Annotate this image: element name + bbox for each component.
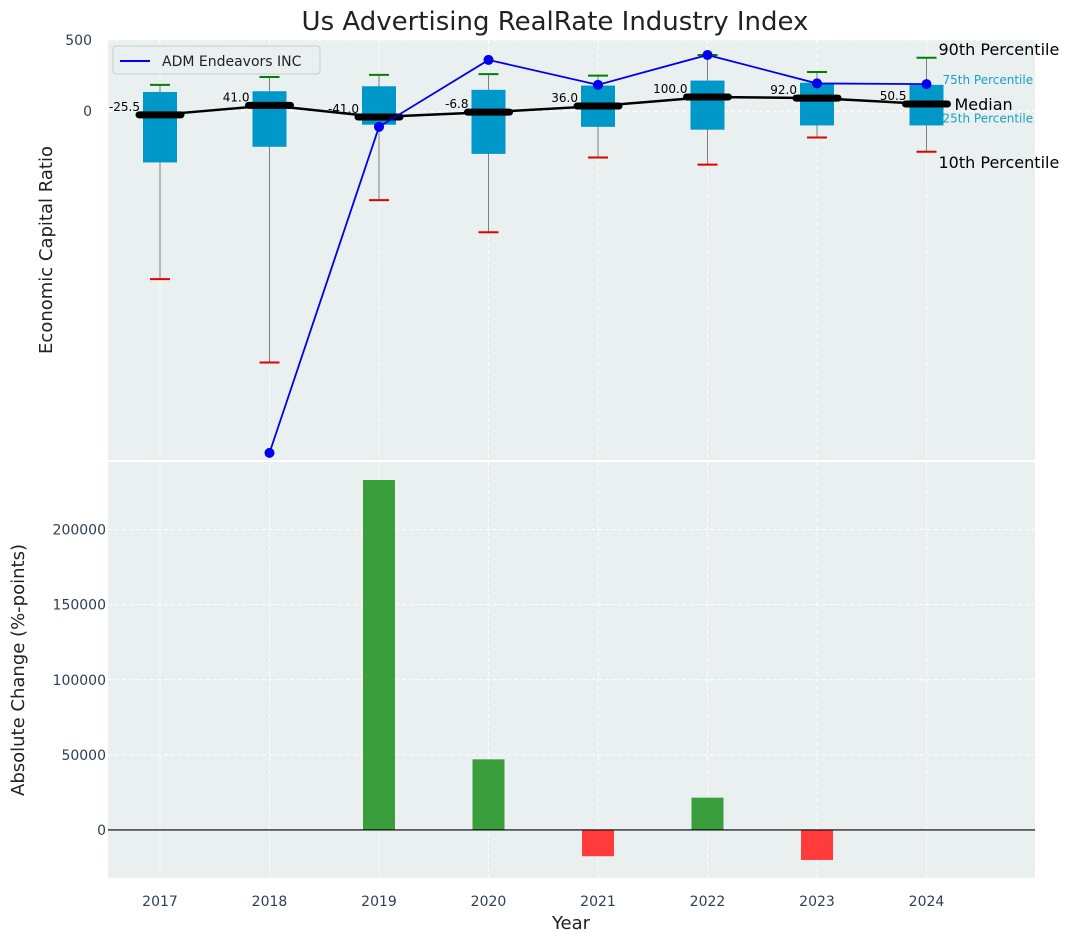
- top-y-tick-label: 500: [65, 33, 92, 49]
- bottom-bars: [108, 480, 1035, 860]
- median-value-label: 100.0: [653, 82, 687, 96]
- chart-title: Us Advertising RealRate Industry Index: [302, 7, 809, 37]
- median-value-label: 50.5: [880, 89, 907, 103]
- annotation-p25: 25th Percentile: [943, 111, 1034, 125]
- change-bar: [363, 480, 395, 830]
- change-bar: [472, 759, 505, 830]
- top-marks: -25.5 41.0 -41.0 -6.8 36.0 100.0 92.0 50.5: [109, 49, 951, 458]
- x-tick-label: 2024: [909, 894, 945, 910]
- x-tick-label: 2017: [142, 894, 178, 910]
- median-value-label: -25.5: [109, 100, 140, 114]
- bottom-y-tick-label: 0: [97, 823, 106, 839]
- company-point: [812, 78, 822, 89]
- iqr-box: [800, 82, 834, 126]
- change-bar: [801, 829, 833, 860]
- x-tick-label: 2022: [690, 894, 726, 910]
- iqr-box: [143, 91, 177, 163]
- bottom-y-tick-label: 50000: [61, 748, 106, 764]
- company-point: [921, 79, 932, 90]
- bottom-y-axis-label: Absolute Change (%-points): [8, 544, 29, 796]
- iqr-box: [690, 80, 725, 130]
- x-tick-label: 2023: [799, 894, 835, 910]
- company-point: [483, 54, 494, 65]
- bottom-y-tick-label: 150000: [53, 598, 106, 614]
- bottom-y-ticks: 200000 150000 100000 50000 0: [53, 523, 106, 839]
- top-y-ticks: 500 0: [65, 33, 92, 120]
- company-point: [374, 121, 384, 132]
- bottom-panel-background: [108, 462, 1035, 878]
- x-tick-label: 2020: [471, 894, 507, 910]
- percentile-annotations: 90th Percentile 75th Percentile Median25th…: [939, 40, 1060, 172]
- company-point: [593, 79, 603, 90]
- company-point: [264, 447, 275, 458]
- annotation-p75: 75th Percentile: [943, 73, 1034, 87]
- bottom-y-tick-label: 100000: [53, 673, 106, 689]
- x-tick-label: 2018: [252, 894, 288, 910]
- median-value-label: 36.0: [551, 91, 578, 105]
- change-bar: [582, 829, 614, 857]
- x-tick-label: 2019: [361, 894, 397, 910]
- legend-label-company: ADM Endeavors INC: [162, 54, 302, 70]
- x-tick-label: 2021: [580, 894, 616, 910]
- x-axis-label: Year: [551, 913, 591, 934]
- bottom-y-tick-label: 200000: [53, 523, 106, 539]
- iqr-box: [252, 91, 287, 147]
- top-y-tick-label: 0: [83, 104, 92, 120]
- annotation-p90: 90th Percentile: [939, 40, 1060, 59]
- iqr-box: [471, 89, 506, 154]
- annotation-median: Median: [955, 95, 1013, 114]
- top-panel: 500 0 -25.5 41.0 -41.0 -6.8 36.0 100.0 92.0 50.5…: [36, 7, 1059, 460]
- legend-box: [112, 45, 321, 75]
- top-y-axis-label: Economic Capital Ratio: [36, 146, 57, 354]
- legend: ADM Endeavors INC: [112, 45, 321, 75]
- change-bar: [691, 797, 724, 830]
- annotation-p10: 10th Percentile: [939, 153, 1060, 172]
- median-value-label: 92.0: [770, 83, 797, 97]
- company-point: [702, 49, 713, 60]
- median-value-label: 41.0: [223, 90, 250, 104]
- median-value-label: -41.0: [328, 102, 359, 116]
- bottom-panel: 200000 150000 100000 50000 0 2017 2018 2019 202…: [8, 462, 1035, 934]
- x-tick-labels: 2017 2018 2019 2020 2021 2022 2023 2024: [142, 894, 944, 910]
- median-value-label: -6.8: [445, 97, 468, 111]
